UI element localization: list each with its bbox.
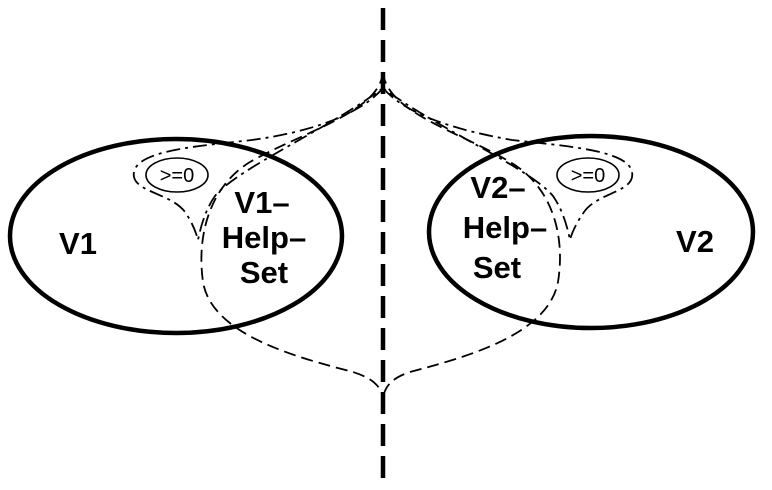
v2-help-set-label-line-3: Set [473,250,521,285]
v2-nonnegative-region-boundary [382,87,633,241]
v2-nonnegative-marker [556,157,620,193]
v2-set-ellipse [426,133,756,331]
v1-help-set-label-line-3: Set [240,255,288,290]
v1-help-set-label-line-1: V1– [234,185,289,220]
v1-label: V1 [59,226,97,261]
v1-help-set-label-line-2: Help– [222,220,306,255]
v2-nonnegative-label: >=0 [571,165,605,187]
v1-nonnegative-label: >=0 [160,165,194,187]
v1-set-ellipse [7,136,345,336]
v2-help-set-label-line-1: V2– [470,170,525,205]
v1-nonnegative-marker [145,157,209,193]
v2-help-set-label-line-2: Help– [463,210,547,245]
v2-help-set-boundary [382,71,561,399]
v2-label: V2 [676,224,714,259]
v1-nonnegative-region-boundary [133,87,384,241]
v1-help-set-boundary [200,71,384,399]
